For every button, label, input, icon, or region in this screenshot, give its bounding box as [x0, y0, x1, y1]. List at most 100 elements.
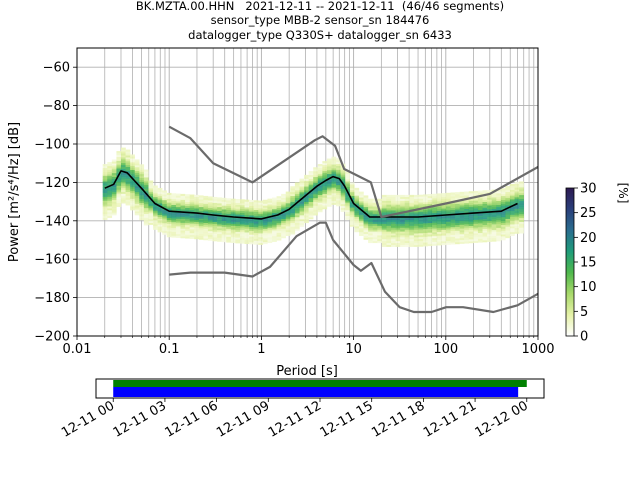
- heatmap-cell: [336, 192, 341, 195]
- heatmap-cell: [455, 192, 460, 195]
- heatmap-cell: [262, 201, 268, 204]
- heatmap-cell: [116, 199, 122, 202]
- heatmap-cell: [125, 191, 131, 194]
- heatmap-cell: [409, 227, 415, 230]
- heatmap-cell: [432, 243, 437, 246]
- heatmap-cell: [249, 236, 254, 239]
- heatmap-cell: [281, 222, 286, 225]
- heatmap-cell: [477, 227, 483, 230]
- heatmap-cell: [262, 207, 268, 210]
- heatmap-cell: [235, 231, 241, 234]
- heatmap-cell: [459, 220, 465, 223]
- heatmap-cell: [468, 206, 474, 209]
- heatmap-cell: [459, 241, 465, 244]
- heatmap-cell: [441, 212, 447, 215]
- heatmap-cell: [363, 197, 369, 200]
- heatmap-cell: [153, 193, 158, 196]
- heatmap-cell: [391, 239, 396, 242]
- heatmap-cell: [418, 231, 424, 234]
- heatmap-cell: [111, 174, 117, 177]
- heatmap-cell: [102, 194, 108, 197]
- heatmap-cell: [514, 216, 520, 219]
- heatmap-cell: [207, 217, 213, 220]
- heatmap-cell: [496, 237, 502, 240]
- heatmap-cell: [272, 234, 277, 237]
- heatmap-cell: [230, 221, 236, 224]
- heatmap-cell: [143, 175, 149, 178]
- heatmap-cell: [500, 203, 506, 206]
- heatmap-cell: [281, 228, 286, 231]
- heatmap-cell: [509, 210, 515, 213]
- heatmap-cell: [166, 192, 172, 196]
- heatmap-cell: [157, 187, 163, 191]
- heatmap-cell: [509, 206, 515, 210]
- heatmap-cell: [514, 220, 520, 223]
- heatmap-cell: [203, 209, 209, 212]
- heatmap-cell: [368, 231, 373, 234]
- heatmap-cell: [230, 237, 236, 240]
- heatmap-cell: [487, 209, 492, 212]
- heatmap-cell: [235, 199, 241, 202]
- heatmap-cell: [125, 155, 131, 158]
- heatmap-cell: [258, 200, 264, 203]
- heatmap-cell: [459, 207, 465, 210]
- heatmap-cell: [473, 231, 479, 234]
- heatmap-cell: [427, 226, 433, 229]
- heatmap-cell: [404, 221, 410, 224]
- heatmap-cell: [281, 226, 286, 229]
- heatmap-cell: [418, 223, 424, 226]
- heatmap-cell: [111, 199, 117, 202]
- heatmap-cell: [519, 221, 524, 224]
- heatmap-cell: [162, 200, 167, 203]
- heatmap-cell: [166, 215, 172, 219]
- heatmap-cell: [317, 165, 323, 169]
- heatmap-cell: [253, 200, 259, 203]
- heatmap-cell: [482, 192, 488, 195]
- heatmap-cell: [111, 205, 117, 208]
- heatmap-cell: [349, 216, 355, 220]
- heatmap-cell: [436, 231, 442, 234]
- heatmap-cell: [459, 239, 465, 242]
- heatmap-cell: [322, 178, 328, 181]
- heatmap-cell: [473, 206, 479, 209]
- heatmap-cell: [166, 233, 172, 236]
- heatmap-cell: [487, 228, 492, 231]
- heatmap-cell: [377, 227, 383, 230]
- heatmap-cell: [473, 190, 479, 194]
- heatmap-cell: [143, 182, 149, 186]
- heatmap-cell: [226, 204, 232, 207]
- heatmap-cell: [345, 181, 351, 184]
- heatmap-cell: [308, 215, 314, 218]
- heatmap-cell: [180, 213, 186, 216]
- heatmap-cell: [477, 223, 483, 226]
- heatmap-cell: [514, 212, 520, 215]
- heatmap-cell: [198, 203, 204, 206]
- heatmap-cell: [413, 244, 419, 247]
- heatmap-cell: [281, 230, 286, 233]
- heatmap-cell: [418, 202, 424, 205]
- heatmap-cell: [134, 167, 140, 170]
- heatmap-cell: [116, 164, 122, 167]
- heatmap-cell: [189, 227, 195, 230]
- heatmap-cell: [368, 200, 373, 203]
- heatmap-cell: [336, 158, 341, 161]
- heatmap-cell: [102, 217, 108, 220]
- heatmap-cell: [477, 192, 483, 195]
- heatmap-cell: [194, 196, 200, 199]
- heatmap-cell: [244, 211, 250, 214]
- heatmap-cell: [139, 179, 145, 182]
- colorbar-tick-label: 0: [580, 330, 588, 345]
- heatmap-cell: [391, 237, 396, 240]
- heatmap-cell: [148, 209, 154, 212]
- heatmap-cell: [194, 235, 200, 238]
- heatmap-cell: [157, 212, 163, 216]
- heatmap-cell: [125, 157, 131, 160]
- heatmap-cell: [519, 198, 524, 201]
- heatmap-cell: [377, 229, 383, 232]
- heatmap-cell: [157, 207, 163, 210]
- heatmap-cell: [107, 169, 113, 172]
- heatmap-cell: [125, 151, 131, 154]
- heatmap-cell: [249, 226, 254, 229]
- heatmap-cell: [500, 192, 506, 195]
- heatmap-cell: [139, 191, 145, 194]
